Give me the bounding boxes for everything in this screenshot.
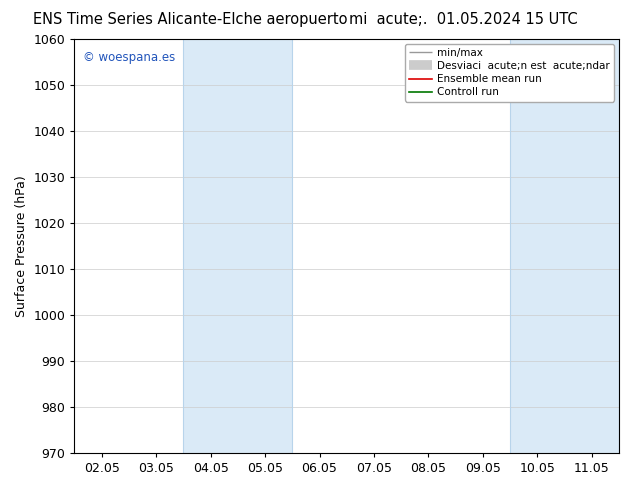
Text: © woespana.es: © woespana.es (82, 51, 175, 64)
Legend: min/max, Desviaci  acute;n est  acute;ndar, Ensemble mean run, Controll run: min/max, Desviaci acute;n est acute;ndar… (404, 44, 614, 101)
Bar (183, 39, 292, 453)
Text: mi  acute;.  01.05.2024 15 UTC: mi acute;. 01.05.2024 15 UTC (349, 12, 577, 27)
Text: ENS Time Series Alicante-Elche aeropuerto: ENS Time Series Alicante-Elche aeropuert… (33, 12, 347, 27)
Y-axis label: Surface Pressure (hPa): Surface Pressure (hPa) (15, 175, 28, 317)
Bar (510, 39, 619, 453)
